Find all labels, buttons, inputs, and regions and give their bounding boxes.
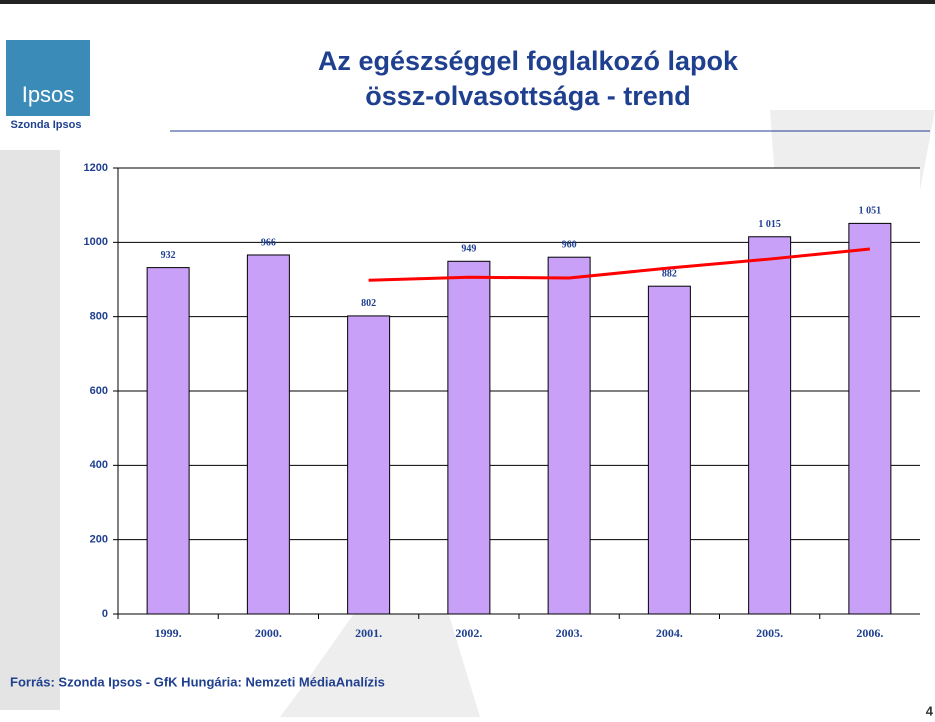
y-tick-label: 1200 — [84, 162, 108, 174]
y-tick-label: 600 — [90, 385, 108, 397]
data-label: 932 — [161, 250, 176, 261]
bar — [749, 237, 791, 614]
top-border — [0, 0, 935, 4]
bar — [247, 255, 289, 614]
bar — [648, 286, 690, 614]
x-tick-label: 1999. — [155, 626, 182, 640]
page: Ipsos Szonda Ipsos Az egészséggel foglal… — [0, 0, 935, 717]
y-tick-label: 800 — [90, 311, 108, 323]
x-tick-label: 2006. — [856, 626, 883, 640]
data-label: 1 051 — [859, 206, 882, 217]
chart-title: össz-olvasottsága - trend — [365, 81, 691, 111]
y-tick-label: 200 — [90, 534, 108, 546]
bar — [548, 257, 590, 614]
data-label: 960 — [562, 239, 577, 250]
x-tick-label: 2002. — [455, 626, 482, 640]
data-label: 949 — [461, 244, 476, 255]
x-tick-label: 2004. — [656, 626, 683, 640]
chart-title: Az egészséggel foglalkozó lapok — [318, 46, 739, 76]
y-tick-label: 1000 — [84, 236, 108, 248]
x-tick-label: 2003. — [556, 626, 583, 640]
logo-text: Ipsos — [22, 82, 75, 107]
data-label: 966 — [261, 237, 276, 248]
y-tick-label: 0 — [102, 608, 108, 620]
slide: Ipsos Szonda Ipsos Az egészséggel foglal… — [0, 0, 935, 717]
bar — [147, 268, 189, 614]
data-label: 1 015 — [758, 219, 781, 230]
x-tick-label: 2005. — [756, 626, 783, 640]
y-tick-label: 400 — [90, 459, 108, 471]
source: Forrás: Szonda Ipsos - GfK Hungária: Nem… — [10, 674, 385, 689]
brand: Szonda Ipsos — [11, 119, 82, 131]
bar — [849, 223, 891, 614]
bar — [448, 261, 490, 614]
bar — [348, 316, 390, 614]
x-tick-label: 2001. — [355, 626, 382, 640]
side-decoration — [0, 150, 60, 710]
data-label: 802 — [361, 298, 376, 309]
data-label: 882 — [662, 268, 677, 279]
x-tick-label: 2000. — [255, 626, 282, 640]
page-number: 4 — [926, 703, 934, 717]
